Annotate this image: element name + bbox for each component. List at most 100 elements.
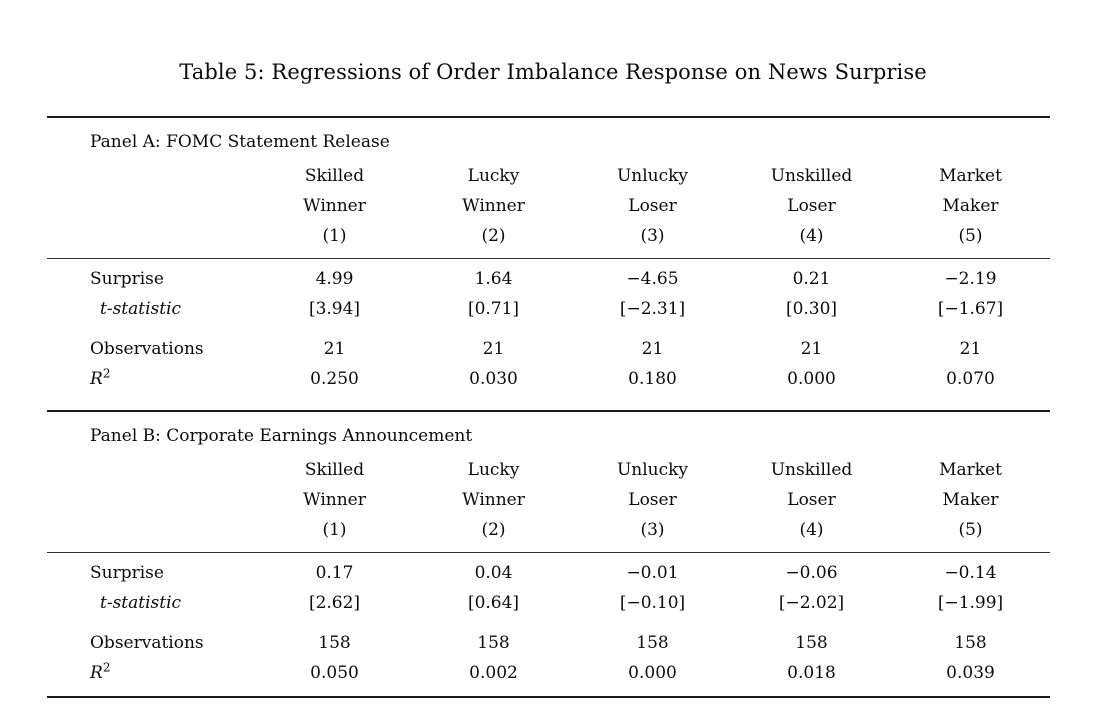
data-cell: [2.62] bbox=[308, 593, 361, 613]
data-cell: [−1.67] bbox=[937, 299, 1004, 319]
row-label-r-squared: R2 bbox=[47, 364, 255, 394]
panel-divider-rule bbox=[47, 410, 1050, 412]
column-header: Market bbox=[939, 166, 1002, 186]
data-cell: [3.94] bbox=[308, 299, 361, 319]
header-row-numbers: (1) (2) (3) (4) (5) bbox=[47, 221, 1050, 251]
table-row-surprise: Surprise 4.99 1.64 −4.65 0.21 −2.19 bbox=[47, 264, 1050, 294]
column-header: Winner bbox=[303, 490, 366, 510]
header-row-line2: Winner Winner Loser Loser Maker bbox=[47, 191, 1050, 221]
panel-b-column-headers: Skilled Lucky Unlucky Unskilled Market W… bbox=[47, 455, 1050, 545]
panel-b: Panel B: Corporate Earnings Announcement… bbox=[47, 425, 1050, 688]
data-cell: 0.180 bbox=[628, 369, 677, 389]
row-label: Observations bbox=[90, 633, 204, 653]
data-cell: 21 bbox=[641, 339, 664, 359]
data-cell: [−2.02] bbox=[778, 593, 845, 613]
data-cell: 0.04 bbox=[474, 563, 513, 583]
panel-a-body: Surprise 4.99 1.64 −4.65 0.21 −2.19 t-st… bbox=[47, 264, 1050, 394]
data-cell: 21 bbox=[800, 339, 823, 359]
column-header: Maker bbox=[942, 490, 999, 510]
column-number: (2) bbox=[481, 226, 506, 246]
header-row-line2: Winner Winner Loser Loser Maker bbox=[47, 485, 1050, 515]
column-header: Unlucky bbox=[616, 166, 689, 186]
row-label: Surprise bbox=[90, 269, 164, 289]
data-cell: 0.17 bbox=[315, 563, 354, 583]
panel-a: Panel A: FOMC Statement Release Skilled … bbox=[47, 131, 1050, 394]
data-cell: 0.002 bbox=[469, 663, 518, 683]
data-cell: 1.64 bbox=[474, 269, 513, 289]
column-number: (5) bbox=[958, 520, 983, 540]
column-header: Winner bbox=[462, 196, 525, 216]
data-cell: 0.070 bbox=[946, 369, 995, 389]
column-number: (5) bbox=[958, 226, 983, 246]
column-header: Maker bbox=[942, 196, 999, 216]
data-cell: 158 bbox=[795, 633, 828, 653]
data-cell: 4.99 bbox=[315, 269, 354, 289]
column-number: (1) bbox=[322, 520, 347, 540]
column-header: Winner bbox=[462, 490, 525, 510]
data-cell: −2.19 bbox=[944, 269, 997, 289]
data-cell: 21 bbox=[482, 339, 505, 359]
column-header: Loser bbox=[628, 196, 677, 216]
table-row-tstatistic: t-statistic [3.94] [0.71] [−2.31] [0.30]… bbox=[47, 294, 1050, 324]
data-cell: 158 bbox=[636, 633, 669, 653]
table-row-tstatistic: t-statistic [2.62] [0.64] [−0.10] [−2.02… bbox=[47, 588, 1050, 618]
data-cell: 0.21 bbox=[792, 269, 831, 289]
panel-b-header-rule bbox=[47, 552, 1050, 553]
column-header: Winner bbox=[303, 196, 366, 216]
column-header: Market bbox=[939, 460, 1002, 480]
column-number: (4) bbox=[799, 226, 824, 246]
regression-table: Panel A: FOMC Statement Release Skilled … bbox=[47, 116, 1050, 698]
row-label: Surprise bbox=[90, 563, 164, 583]
column-header: Unskilled bbox=[770, 460, 853, 480]
data-cell: 0.050 bbox=[310, 663, 359, 683]
data-cell: [−1.99] bbox=[937, 593, 1004, 613]
data-cell: 0.018 bbox=[787, 663, 836, 683]
data-cell: 0.030 bbox=[469, 369, 518, 389]
table-row-r-squared: R2 0.250 0.030 0.180 0.000 0.070 bbox=[47, 364, 1050, 394]
empty-cell bbox=[47, 191, 255, 221]
data-cell: [−2.31] bbox=[619, 299, 686, 319]
data-cell: −4.65 bbox=[626, 269, 679, 289]
column-number: (4) bbox=[799, 520, 824, 540]
data-cell: 21 bbox=[959, 339, 982, 359]
r-exponent: 2 bbox=[102, 660, 111, 675]
column-header: Unskilled bbox=[770, 166, 853, 186]
data-cell: [0.64] bbox=[467, 593, 520, 613]
column-header: Loser bbox=[787, 490, 836, 510]
table-row-r-squared: R2 0.050 0.002 0.000 0.018 0.039 bbox=[47, 658, 1050, 688]
panel-a-label: Panel A: FOMC Statement Release bbox=[90, 132, 390, 152]
bottom-rule bbox=[47, 696, 1050, 698]
empty-cell bbox=[47, 515, 255, 545]
empty-cell bbox=[47, 161, 255, 191]
column-number: (3) bbox=[640, 226, 665, 246]
column-number: (3) bbox=[640, 520, 665, 540]
data-cell: 158 bbox=[954, 633, 987, 653]
panel-b-body: Surprise 0.17 0.04 −0.01 −0.06 −0.14 t-s… bbox=[47, 558, 1050, 688]
data-cell: [0.30] bbox=[785, 299, 838, 319]
empty-cell bbox=[47, 455, 255, 485]
row-label: t-statistic bbox=[100, 593, 182, 613]
column-header: Skilled bbox=[304, 460, 365, 480]
column-header: Skilled bbox=[304, 166, 365, 186]
r-symbol: R bbox=[90, 369, 103, 389]
data-cell: [0.71] bbox=[467, 299, 520, 319]
column-header: Lucky bbox=[467, 166, 520, 186]
data-cell: 158 bbox=[477, 633, 510, 653]
data-cell: 158 bbox=[318, 633, 351, 653]
header-row-numbers: (1) (2) (3) (4) (5) bbox=[47, 515, 1050, 545]
column-number: (1) bbox=[322, 226, 347, 246]
column-header: Lucky bbox=[467, 460, 520, 480]
column-header: Unlucky bbox=[616, 460, 689, 480]
table-row-observations: Observations 158 158 158 158 158 bbox=[47, 618, 1050, 658]
data-cell: −0.14 bbox=[944, 563, 997, 583]
data-cell: −0.01 bbox=[626, 563, 679, 583]
column-number: (2) bbox=[481, 520, 506, 540]
column-header: Loser bbox=[787, 196, 836, 216]
empty-cell bbox=[47, 221, 255, 251]
table-title: Table 5: Regressions of Order Imbalance … bbox=[179, 60, 927, 84]
row-label-r-squared: R2 bbox=[47, 658, 255, 688]
data-cell: 0.250 bbox=[310, 369, 359, 389]
header-row-line1: Skilled Lucky Unlucky Unskilled Market bbox=[47, 455, 1050, 485]
row-label: t-statistic bbox=[100, 299, 182, 319]
data-cell: 0.000 bbox=[787, 369, 836, 389]
